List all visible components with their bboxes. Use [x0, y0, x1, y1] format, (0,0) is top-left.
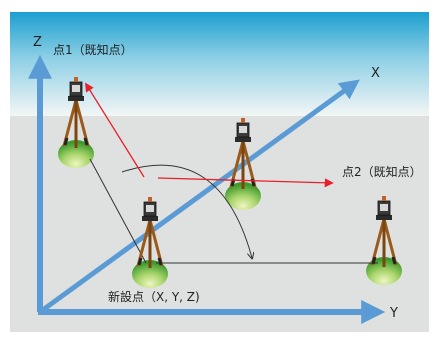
mound-new-point: [132, 260, 168, 288]
measurement-line-point2: [157, 177, 334, 188]
mound-center: [225, 182, 261, 210]
mound-right: [366, 257, 402, 285]
z-axis-label: Z: [33, 35, 42, 50]
x-axis: [38, 79, 360, 315]
new-point-label: 新設点（X, Y, Z): [108, 290, 200, 304]
measurement-line-point1: [85, 82, 145, 178]
mound-point1: [58, 140, 94, 168]
projection-line: [89, 158, 147, 264]
rotation-arc: [121, 164, 252, 258]
x-axis-label: X: [371, 66, 380, 81]
point2-label: 点2（既知点）: [342, 165, 422, 179]
point1-label: 点1（既知点）: [53, 43, 133, 57]
y-axis-label: Y: [390, 306, 398, 321]
